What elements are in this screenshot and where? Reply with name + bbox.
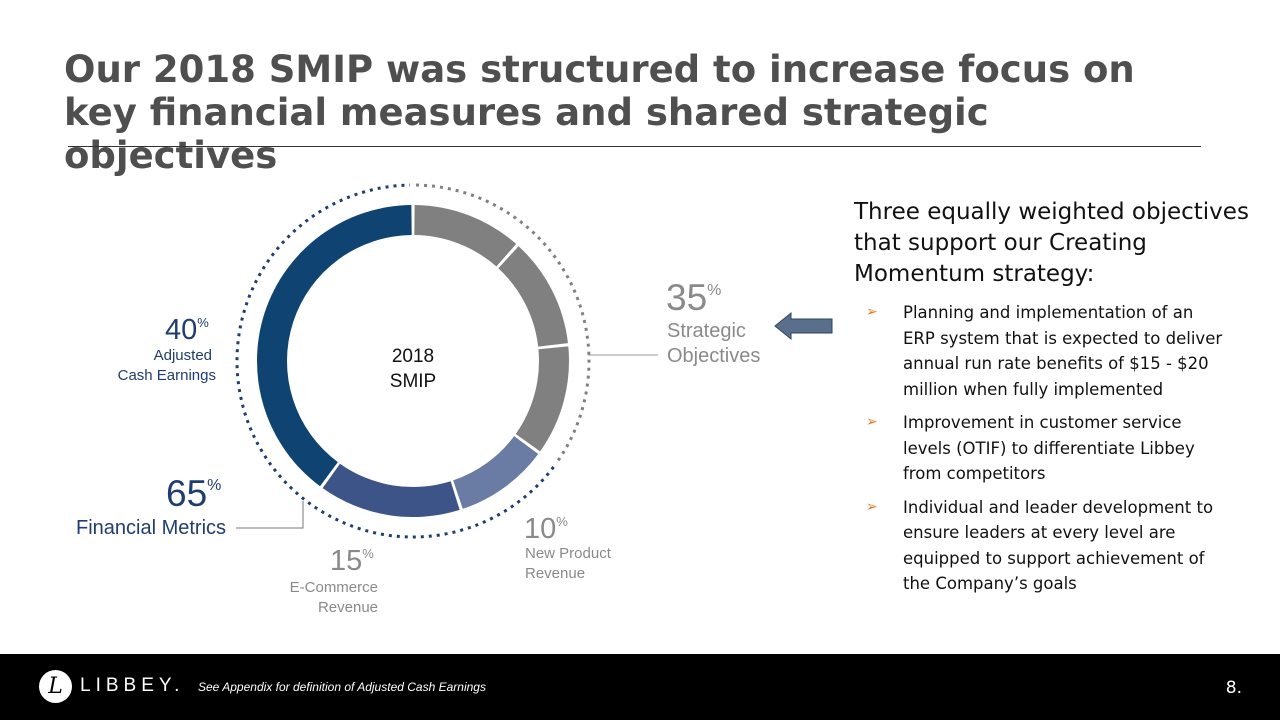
financial-leader-line bbox=[236, 501, 304, 529]
adjusted-label-line2: Cash Earnings bbox=[118, 367, 216, 384]
center-label-name: SMIP bbox=[390, 371, 436, 392]
page-number: 8. bbox=[1225, 678, 1242, 698]
objectives-list: ➢ Planning and implementation of an ERP s… bbox=[866, 300, 1226, 605]
list-item: ➢ Individual and leader development to en… bbox=[866, 495, 1226, 597]
financial-group-arc bbox=[235, 183, 555, 539]
financial-label: Financial Metrics bbox=[76, 517, 226, 539]
strategic-value-label: 35% bbox=[666, 277, 721, 318]
ecommerce-label-line1: E-Commerce bbox=[290, 579, 378, 596]
strategic-label-line1: Strategic bbox=[667, 320, 746, 342]
newproduct-label-line2: Revenue bbox=[525, 565, 585, 582]
ecommerce-value-label: 15% bbox=[330, 545, 374, 577]
financial-value-label: 65% bbox=[166, 473, 221, 514]
adjusted-label-line1: Adjusted bbox=[154, 347, 212, 364]
left-arrow-icon bbox=[774, 311, 833, 341]
donut-segment-2 bbox=[498, 246, 568, 347]
donut-segment-1 bbox=[414, 205, 517, 267]
arrow-bullet-icon: ➢ bbox=[866, 498, 878, 515]
arrow-bullet-icon: ➢ bbox=[866, 304, 878, 320]
strategic-group-arc bbox=[416, 183, 591, 463]
objective-text: Improvement in customer service levels (… bbox=[903, 413, 1195, 483]
list-item: ➢ Planning and implementation of an ERP s… bbox=[866, 300, 1226, 402]
title-divider bbox=[68, 146, 1201, 147]
donut-segment-3 bbox=[515, 346, 569, 452]
donut-segment-6 bbox=[257, 205, 412, 487]
ecommerce-label-line2: Revenue bbox=[318, 599, 378, 616]
objective-text: Individual and leader development to ens… bbox=[903, 497, 1214, 594]
slide-title: Our 2018 SMIP was structured to increase… bbox=[64, 48, 1135, 177]
adjusted-value-label: 40% bbox=[165, 314, 209, 346]
footnote: See Appendix for definition of Adjusted … bbox=[198, 680, 486, 694]
libbey-logo-text: LIBBEY. bbox=[80, 675, 185, 696]
donut-segments bbox=[257, 205, 569, 517]
libbey-logo-icon: L bbox=[39, 670, 72, 703]
newproduct-value-label: 10% bbox=[524, 513, 568, 545]
donut-segment-5 bbox=[322, 463, 460, 517]
center-label-year: 2018 bbox=[392, 346, 434, 367]
strategic-label-line2: Objectives bbox=[667, 345, 760, 367]
arrow-bullet-icon: ➢ bbox=[866, 414, 878, 430]
list-item: ➢ Improvement in customer service levels … bbox=[866, 410, 1226, 487]
footer-bar: L LIBBEY. See Appendix for definition of… bbox=[0, 654, 1280, 720]
newproduct-label-line1: New Product bbox=[525, 545, 612, 562]
objective-text: Planning and implementation of an ERP sy… bbox=[903, 303, 1223, 399]
donut-segment-4 bbox=[453, 436, 539, 509]
objectives-heading: Three equally weighted objectives that s… bbox=[854, 199, 1249, 287]
